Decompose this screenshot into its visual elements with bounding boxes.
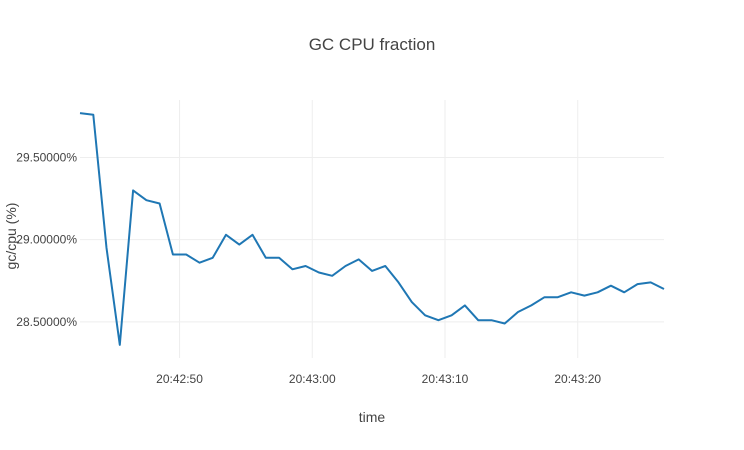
- y-axis-title: gc/cpu (%): [3, 203, 19, 270]
- chart-title: GC CPU fraction: [309, 35, 436, 54]
- series-layer: [79, 112, 665, 346]
- y-tick-label: 29.50000%: [16, 151, 77, 165]
- grid: [80, 100, 664, 358]
- x-axis-ticks: 20:42:50 20:43:00 20:43:10 20:43:20: [156, 372, 601, 386]
- x-tick-label: 20:43:00: [289, 372, 336, 386]
- x-tick-label: 20:43:20: [554, 372, 601, 386]
- y-tick-label: 28.50000%: [16, 315, 77, 329]
- y-axis-ticks: 28.50000% 29.00000% 29.50000%: [16, 151, 77, 329]
- x-axis-title: time: [359, 409, 386, 425]
- y-tick-label: 29.00000%: [16, 233, 77, 247]
- series-line: [79, 112, 665, 346]
- x-tick-label: 20:43:10: [422, 372, 469, 386]
- x-tick-label: 20:42:50: [156, 372, 203, 386]
